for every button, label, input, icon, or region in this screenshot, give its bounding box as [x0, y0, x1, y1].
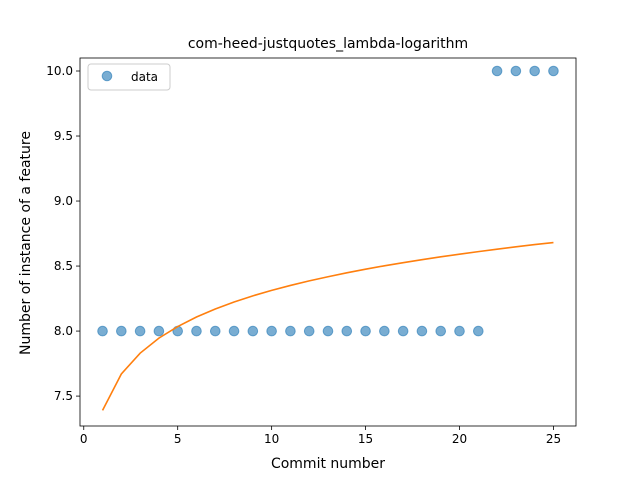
legend-label-data: data	[131, 70, 158, 84]
data-point	[191, 325, 202, 337]
data-point	[548, 65, 559, 77]
data-point	[285, 325, 296, 337]
data-point	[116, 325, 127, 337]
y-tick-label: 8.5	[54, 259, 73, 273]
data-point	[454, 325, 465, 337]
data-point	[228, 325, 240, 337]
legend-box	[87, 63, 171, 91]
y-tick-label: 9.5	[54, 129, 73, 143]
data-point	[97, 325, 108, 337]
data-point	[397, 325, 409, 337]
y-tick-label: 9.0	[54, 194, 73, 208]
data-point	[153, 325, 165, 337]
data-point	[209, 325, 221, 337]
data-point	[266, 325, 277, 337]
axes-frame	[79, 57, 577, 427]
data-point	[510, 65, 522, 77]
y-tick-label: 8.0	[54, 324, 73, 338]
x-axis-title: Commit number	[271, 456, 385, 472]
legend-marker-data	[101, 70, 113, 82]
y-axis-title: Number of instance of a feature	[18, 131, 34, 355]
data-point	[529, 65, 540, 77]
data-point	[360, 325, 371, 337]
data-point	[416, 325, 428, 337]
series-layer	[97, 65, 559, 411]
data-point	[341, 325, 353, 337]
data-point	[435, 325, 447, 337]
data-point	[134, 325, 146, 337]
data-point	[379, 325, 390, 337]
x-tick-label: 5	[174, 432, 182, 446]
fit-line	[101, 241, 554, 411]
x-tick-label: 20	[452, 432, 467, 446]
legend: data	[87, 63, 171, 91]
x-tick-label: 15	[358, 432, 373, 446]
x-tick-label: 0	[80, 432, 88, 446]
data-point	[473, 325, 484, 337]
data-point	[303, 325, 315, 337]
chart-title: com-heed-justquotes_lambda-logarithm	[188, 36, 468, 52]
x-tick-label: 25	[546, 432, 561, 446]
data-point	[491, 65, 503, 77]
data-point	[247, 325, 259, 337]
y-axis: 7.5 8.0 8.5 9.0 9.5 10.0	[46, 64, 80, 403]
x-tick-label: 10	[264, 432, 279, 446]
y-tick-label: 7.5	[54, 389, 73, 403]
data-point	[322, 325, 334, 337]
x-axis: 0 5 10 15 20 25	[80, 426, 561, 446]
y-tick-label: 10.0	[46, 64, 73, 78]
